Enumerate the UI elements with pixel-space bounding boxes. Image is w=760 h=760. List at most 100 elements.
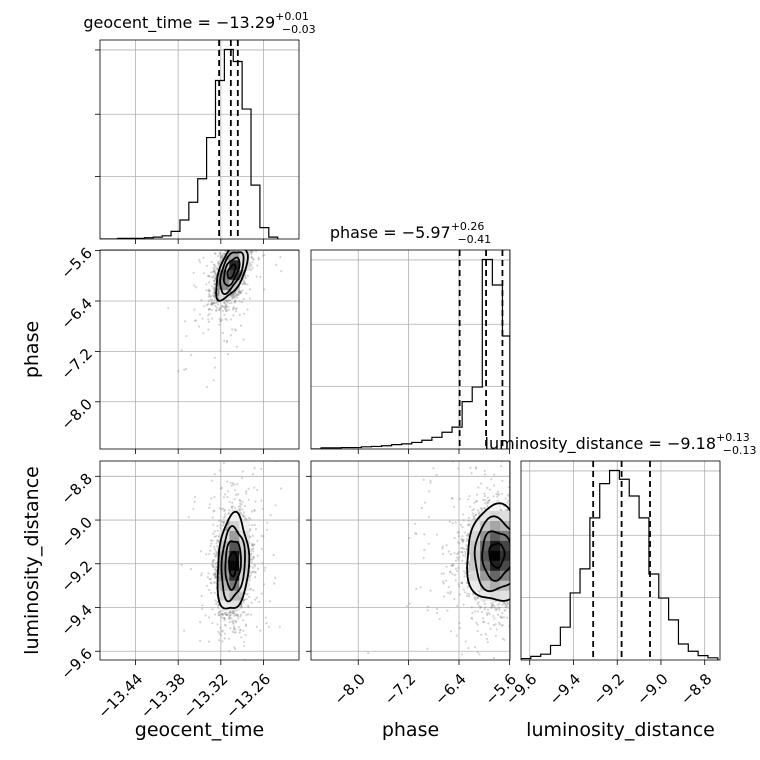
scatter-point	[210, 261, 213, 264]
scatter-point	[232, 242, 234, 244]
scatter-point	[256, 567, 260, 570]
scatter-point	[215, 535, 218, 538]
scatter-point	[217, 255, 220, 258]
scatter-point	[213, 509, 216, 512]
scatter-point	[240, 636, 243, 639]
scatter-point	[247, 240, 249, 242]
scatter-point	[249, 199, 251, 201]
scatter-point	[239, 232, 241, 234]
scatter-point	[225, 305, 228, 308]
scatter-point	[223, 339, 226, 342]
scatter-point	[248, 233, 250, 235]
scatter-point	[214, 273, 217, 276]
scatter-point	[208, 312, 211, 315]
scatter-point	[242, 601, 245, 604]
scatter-point	[216, 293, 219, 296]
scatter-point	[222, 461, 226, 465]
scatter-point	[223, 220, 225, 222]
scatter-point	[220, 612, 223, 616]
scatter-point	[211, 302, 214, 305]
scatter-point	[279, 256, 282, 259]
scatter-point	[216, 262, 220, 265]
scatter-point	[251, 266, 254, 269]
density-grid	[100, 461, 299, 660]
scatter-point	[239, 505, 242, 508]
scatter-point	[235, 241, 237, 243]
scatter-point	[236, 244, 238, 246]
scatter-point	[217, 292, 220, 295]
scatter-point	[215, 565, 218, 568]
scatter-point	[255, 250, 258, 253]
scatter-point	[228, 615, 231, 618]
scatter-point	[214, 272, 217, 275]
scatter-point	[234, 206, 236, 208]
scatter-point	[231, 242, 233, 244]
scatter-point	[224, 317, 227, 320]
scatter-point	[234, 299, 237, 303]
scatter-point	[248, 241, 250, 243]
scatter-point	[192, 507, 195, 511]
scatter-point	[212, 379, 215, 382]
scatter-point	[249, 558, 252, 561]
scatter-point	[215, 247, 217, 249]
scatter-point	[241, 247, 243, 249]
scatter-point	[234, 294, 237, 297]
scatter-point	[229, 299, 232, 302]
scatter-point	[212, 294, 215, 297]
scatter-point	[238, 507, 241, 510]
scatter-point	[211, 622, 214, 625]
scatter-point	[219, 320, 222, 323]
scatter-point	[255, 596, 258, 599]
scatter-point	[228, 617, 231, 620]
scatter-point	[215, 561, 218, 565]
scatter-point	[220, 318, 223, 321]
scatter-point	[271, 226, 273, 228]
scatter-point	[210, 539, 213, 542]
scatter-point	[225, 613, 228, 617]
title-minus: −0.03	[282, 23, 316, 36]
scatter-point	[261, 507, 264, 510]
scatter-point	[236, 294, 239, 297]
scatter-point	[237, 626, 241, 629]
scatter-point	[238, 244, 240, 246]
scatter-point	[213, 299, 216, 302]
scatter-point	[249, 247, 251, 249]
scatter-point	[252, 550, 255, 553]
scatter-point	[251, 225, 253, 227]
scatter-point	[216, 545, 219, 548]
scatter-point	[242, 241, 244, 243]
scatter-point	[213, 302, 216, 305]
scatter-point	[242, 298, 245, 301]
scatter-point	[215, 539, 218, 542]
scatter-point	[231, 243, 233, 245]
scatter-point	[274, 504, 277, 507]
scatter-point	[207, 640, 211, 643]
scatter-point	[200, 299, 203, 302]
scatter-point	[228, 500, 231, 504]
scatter-point	[232, 248, 234, 250]
scatter-point	[252, 235, 254, 237]
scatter-point	[242, 248, 244, 250]
scatter-point	[177, 369, 180, 373]
scatter-point	[251, 261, 254, 264]
scatter-point	[213, 270, 216, 273]
scatter-point	[210, 564, 214, 567]
scatter-point	[240, 592, 243, 596]
scatter-point	[235, 614, 238, 617]
scatter-point	[233, 243, 235, 245]
scatter-point	[231, 293, 235, 296]
scatter-point	[218, 632, 221, 635]
scatter-point	[212, 270, 215, 273]
scatter-point	[243, 242, 245, 244]
scatter-point	[243, 644, 246, 647]
scatter-point	[200, 574, 203, 577]
scatter-point	[252, 570, 255, 573]
scatter-point	[234, 292, 237, 295]
scatter-point	[243, 244, 245, 246]
scatter-point	[206, 274, 209, 277]
scatter-point	[237, 247, 239, 249]
scatter-point	[245, 243, 247, 245]
scatter-point	[251, 534, 254, 537]
scatter-point	[257, 600, 261, 603]
scatter-point	[226, 352, 230, 356]
